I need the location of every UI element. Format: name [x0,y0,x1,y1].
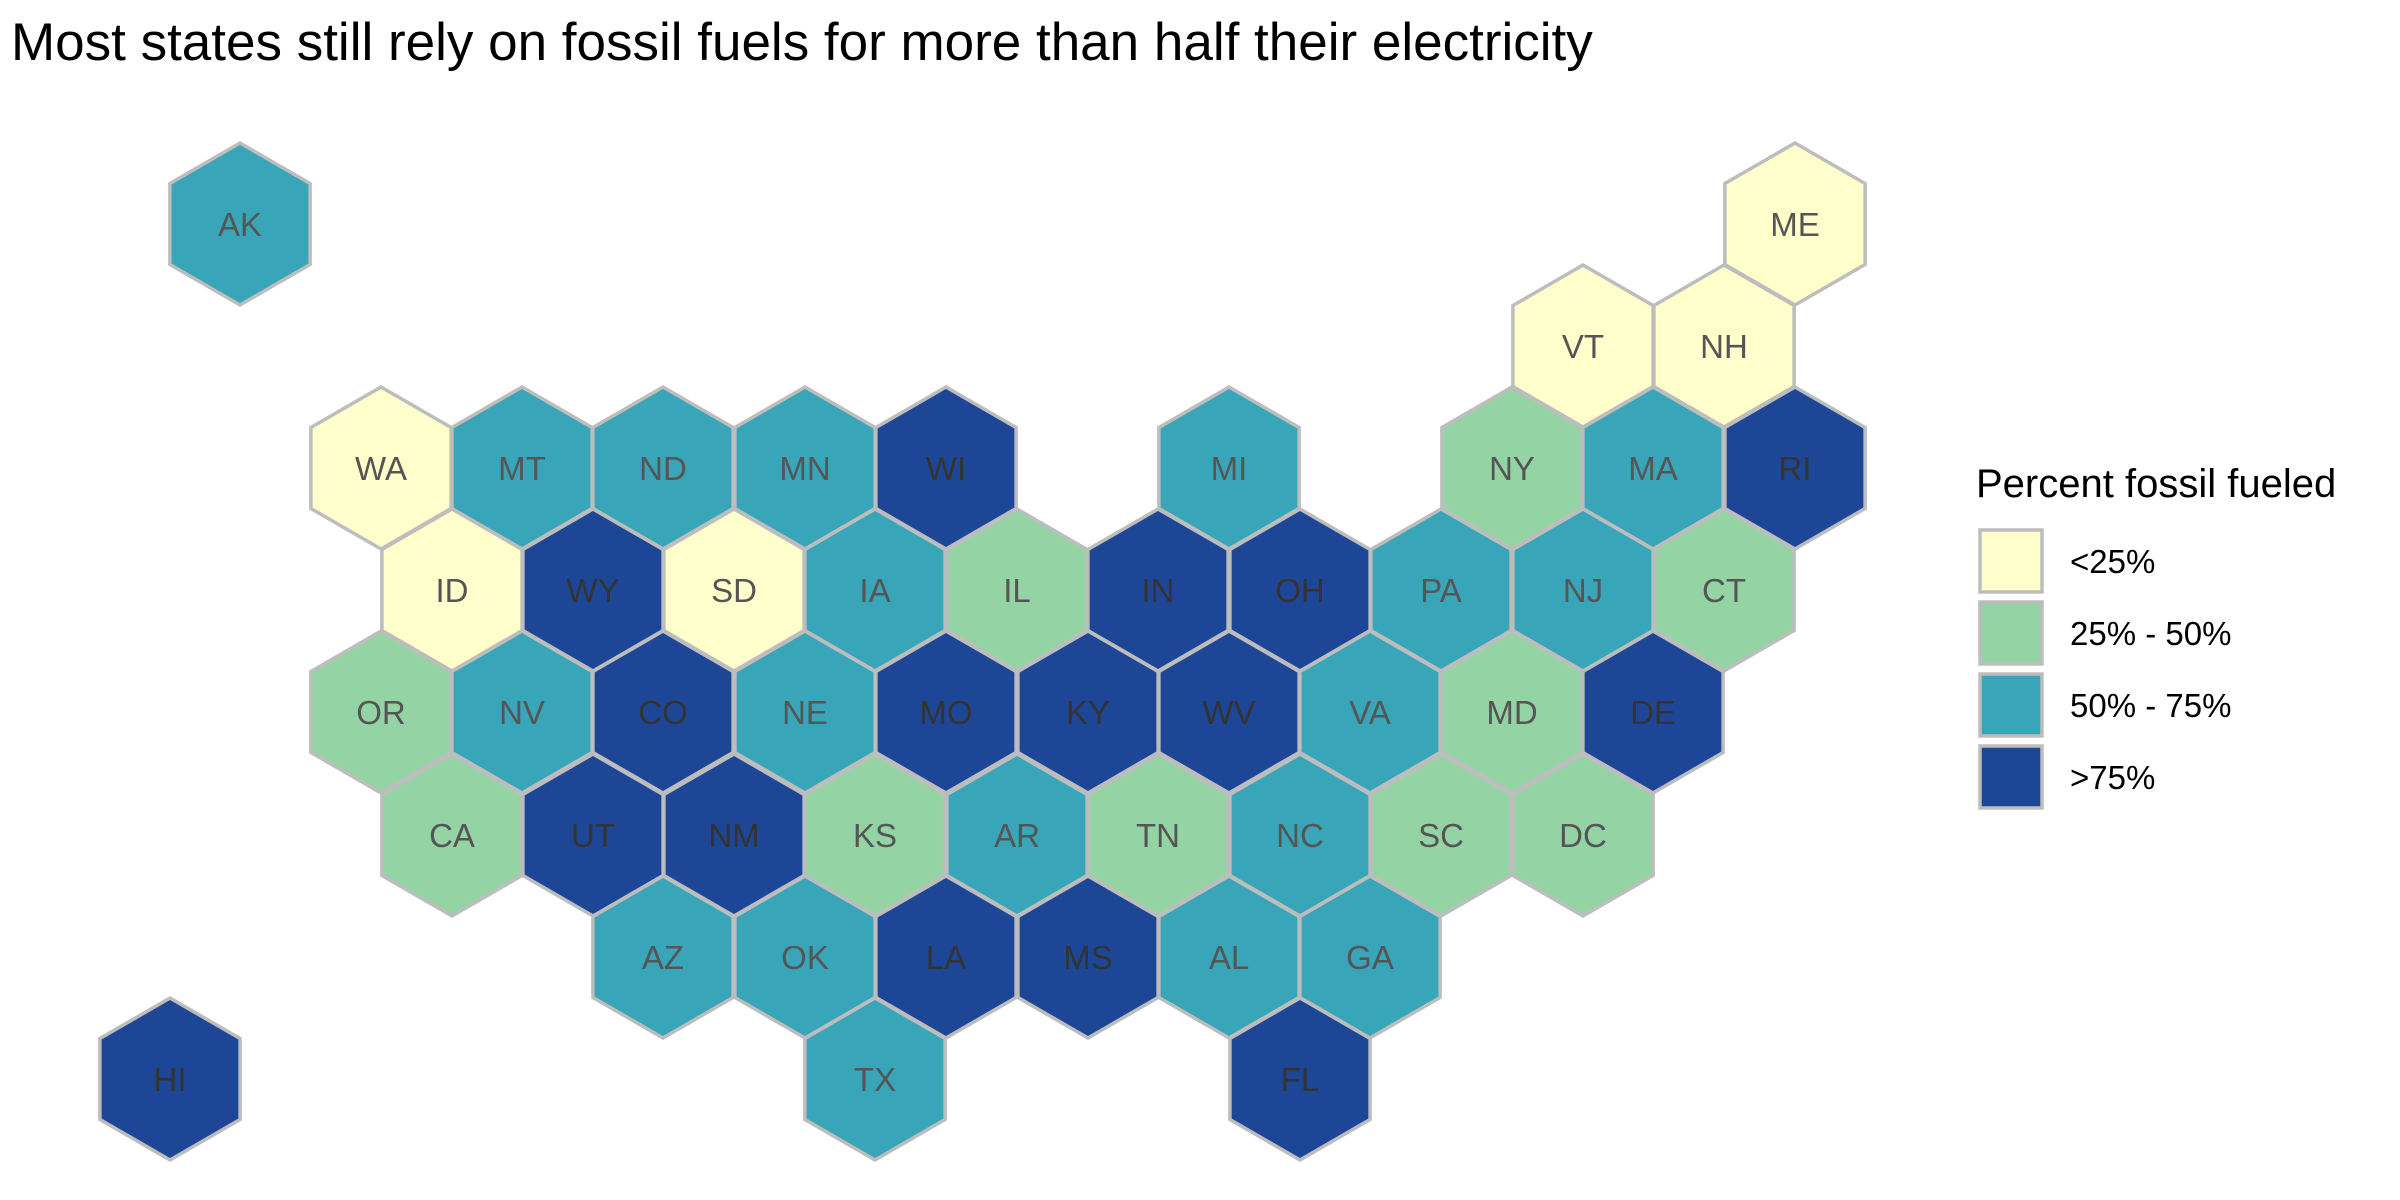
legend-label: 25% - 50% [2070,615,2231,652]
state-label: SC [1418,817,1464,854]
hex-shape [803,995,947,1163]
state-label: CA [429,817,475,854]
state-hex-md: MD [1440,628,1584,796]
state-hex-tx: TX [803,995,947,1163]
state-label: IL [1003,572,1031,609]
state-hex-ma: MA [1581,384,1725,552]
hex-shape [1511,751,1655,919]
state-label: NH [1700,328,1748,365]
state-hex-ri: RI [1723,384,1867,552]
state-label: PA [1420,572,1462,609]
legend-title: Percent fossil fueled [1976,462,2336,506]
state-label: WY [566,572,619,609]
state-label: CO [638,694,688,731]
legend-item-25to50: 25% - 50% [1978,600,2231,666]
legend-label: <25% [2070,543,2155,580]
state-label: HI [154,1061,187,1098]
legend-swatch [1978,744,2044,810]
state-label: TX [854,1061,896,1098]
state-label: CT [1702,572,1746,609]
state-label: MT [498,450,546,487]
legend-swatch [1978,600,2044,666]
state-label: SD [711,572,757,609]
state-hex-fl: FL [1228,995,1372,1163]
state-label: LA [926,939,966,976]
state-label: MN [779,450,830,487]
state-label: AR [994,817,1040,854]
state-hex-ks: KS [803,751,947,919]
state-label: ND [639,450,687,487]
state-label: VT [1562,328,1604,365]
state-label: IN [1142,572,1175,609]
legend-item-50to75: 50% - 75% [1978,672,2231,738]
state-hex-ga: GA [1298,873,1442,1041]
state-hex-dc: DC [1511,751,1655,919]
state-hex-mo: MO [874,628,1018,796]
state-label: NY [1489,450,1535,487]
state-label: NE [782,694,828,731]
legend-items: <25% 25% - 50% 50% - 75% >75% [1978,528,2231,810]
state-label: AZ [642,939,684,976]
state-label: ME [1770,206,1820,243]
legend-swatch [1978,528,2044,594]
state-label: AL [1209,939,1249,976]
state-label: ID [436,572,469,609]
state-label: FL [1281,1061,1320,1098]
state-hex-ak: AK [168,140,312,308]
legend-item-gt75: >75% [1978,744,2155,810]
legend-label: >75% [2070,759,2155,796]
state-label: NV [499,694,545,731]
state-hex-nj: NJ [1511,506,1655,674]
state-label: DE [1630,694,1676,731]
state-label: NM [708,817,759,854]
hex-shape [1228,995,1372,1163]
hex-shape [168,140,312,308]
legend-label: 50% - 75% [2070,687,2231,724]
state-hex-mt: MT [450,384,594,552]
state-label: IA [859,572,890,609]
legend: Percent fossil fueled <25% 25% - 50% 50% -… [1976,462,2336,810]
state-hex-hi: HI [98,995,242,1163]
hex-shape [591,873,735,1041]
state-hex-ct: CT [1652,506,1796,674]
state-label: AK [218,206,262,243]
legend-item-lt25: <25% [1978,528,2155,594]
state-label: VA [1349,694,1391,731]
state-label: WI [926,450,966,487]
state-label: OR [356,694,406,731]
state-label: WA [355,450,407,487]
state-label: GA [1346,939,1394,976]
state-label: KY [1066,694,1110,731]
state-label: NJ [1563,572,1603,609]
state-label: KS [853,817,897,854]
state-hex-mi: MI [1157,384,1301,552]
state-label: MO [919,694,972,731]
state-hexes: AK ME VT NH WA MT ND MN WI MI NY MA RI ID WY SD IA IL IN OH… [98,140,1867,1163]
hex-shape [98,995,242,1163]
state-label: UT [571,817,615,854]
state-label: MD [1486,694,1537,731]
state-label: MI [1211,450,1248,487]
state-label: RI [1779,450,1812,487]
state-hex-in: IN [1086,506,1230,674]
state-label: DC [1559,817,1607,854]
state-hex-ok: OK [733,873,877,1041]
chart-title: Most states still rely on fossil fuels f… [11,13,1593,72]
state-hex-la: LA [874,873,1018,1041]
state-label: NC [1276,817,1324,854]
state-label: MS [1063,939,1113,976]
state-hex-az: AZ [591,873,735,1041]
state-label: WV [1202,694,1255,731]
state-label: OK [781,939,829,976]
legend-swatch [1978,672,2044,738]
state-hex-me: ME [1723,140,1867,308]
state-label: OH [1275,572,1325,609]
state-label: TN [1136,817,1180,854]
state-label: MA [1628,450,1678,487]
